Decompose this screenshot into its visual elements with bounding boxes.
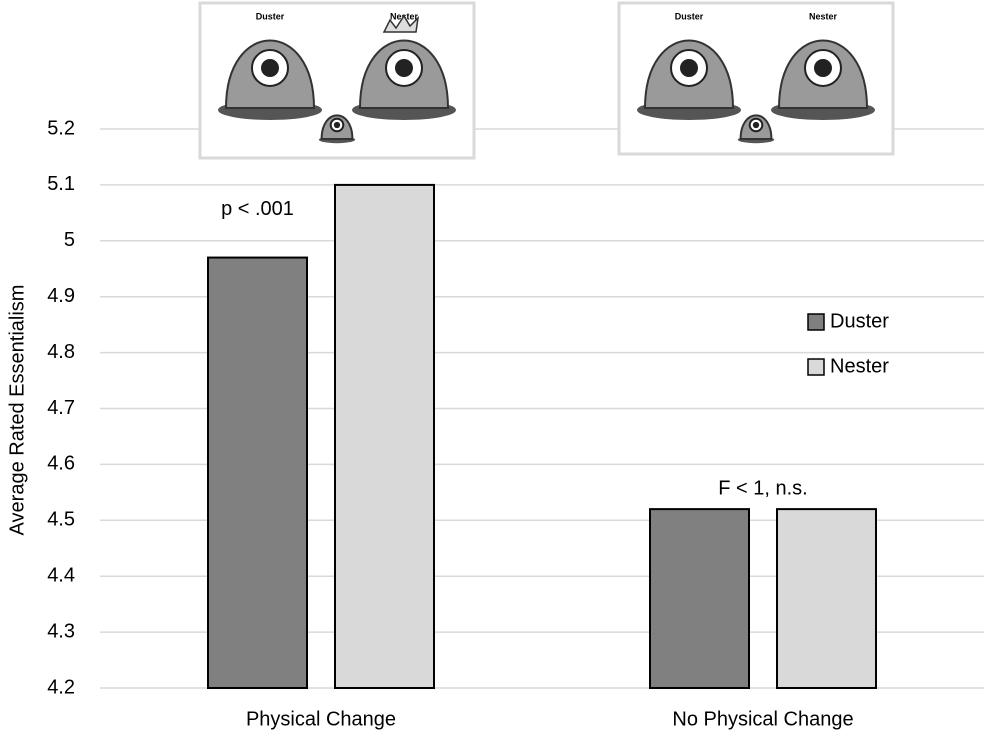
legend-label: Nester (830, 355, 889, 377)
monster-pupil (261, 59, 279, 77)
bar (777, 509, 876, 688)
illustration-label: Duster (256, 11, 285, 21)
x-tick-label: No Physical Change (672, 708, 853, 730)
y-tick-label: 4.5 (47, 509, 75, 531)
legend-swatch (808, 359, 824, 375)
y-tick-label: 4.4 (47, 564, 75, 586)
y-tick-label: 4.7 (47, 397, 75, 419)
chart: Average Rated Essentialism 4.2 4.3 4.4 4.5 4… (0, 0, 984, 736)
monster-pupil (334, 122, 340, 128)
y-tick-label: 4.6 (47, 453, 75, 475)
bar (208, 258, 307, 688)
bar (650, 509, 749, 688)
x-tick-label: Physical Change (246, 708, 396, 730)
illustration-label: Nester (809, 11, 838, 21)
illustration-label: Duster (675, 11, 704, 21)
y-tick-label: 4.8 (47, 341, 75, 363)
legend-swatch (808, 314, 824, 330)
monster-pupil (814, 59, 832, 77)
monster-pupil (753, 122, 759, 128)
monster-pupil (395, 59, 413, 77)
monster-pupil (680, 59, 698, 77)
y-tick-label: 5.2 (47, 117, 75, 139)
annotation: p < .001 (221, 198, 294, 220)
illustration: Duster Nester (619, 3, 893, 154)
y-tick-label: 4.2 (47, 676, 75, 698)
legend-label: Duster (830, 310, 889, 332)
y-tick-label: 4.9 (47, 285, 75, 307)
annotation: F < 1, n.s. (718, 477, 807, 499)
y-tick-label: 5.1 (47, 173, 75, 195)
bar (335, 185, 434, 688)
y-tick-label: 5 (64, 229, 75, 251)
y-axis-label: Average Rated Essentialism (6, 285, 28, 536)
y-tick-label: 4.3 (47, 620, 75, 642)
